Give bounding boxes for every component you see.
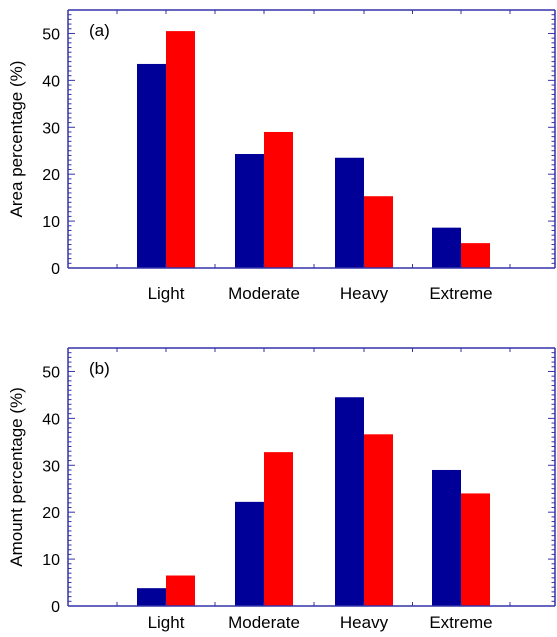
bar-moderate-series-1 bbox=[235, 154, 264, 268]
y-axis-title: Amount percentage (%) bbox=[7, 387, 26, 567]
bar-extreme-series-2 bbox=[461, 243, 490, 268]
bar-heavy-series-1 bbox=[335, 397, 364, 606]
y-tick-label: 10 bbox=[42, 214, 60, 231]
bar-light-series-1 bbox=[137, 588, 166, 606]
x-category-label: Heavy bbox=[340, 284, 389, 303]
chart-panel-a: 0 10 20 30 40 50 Light Moderate Heavy Extreme Area… bbox=[7, 9, 556, 303]
y-tick-label: 20 bbox=[42, 505, 60, 522]
chart-panel-b: 0 10 20 30 40 50 Light Moderate Heavy Extreme Amou… bbox=[7, 347, 556, 632]
x-category-label: Moderate bbox=[228, 613, 300, 632]
y-tick-label: 0 bbox=[51, 599, 60, 616]
y-tick-label: 40 bbox=[42, 73, 60, 90]
x-category-label: Extreme bbox=[429, 613, 492, 632]
bar-light-series-2 bbox=[166, 575, 195, 606]
bar-light-series-2 bbox=[166, 31, 195, 269]
bar-moderate-series-1 bbox=[235, 501, 264, 606]
bar-heavy-series-2 bbox=[364, 434, 393, 606]
y-tick-label: 30 bbox=[42, 120, 60, 137]
panel-label: (a) bbox=[89, 21, 110, 40]
bar-light-series-1 bbox=[137, 63, 166, 269]
bar-heavy-series-2 bbox=[364, 196, 393, 268]
bar-moderate-series-2 bbox=[264, 452, 293, 606]
bar-extreme-series-1 bbox=[432, 469, 461, 606]
bar-heavy-series-1 bbox=[335, 157, 364, 268]
y-tick-label: 10 bbox=[42, 552, 60, 569]
x-category-label: Extreme bbox=[429, 284, 492, 303]
bar-extreme-series-1 bbox=[432, 227, 461, 268]
y-tick-label: 30 bbox=[42, 458, 60, 475]
y-tick-label: 50 bbox=[42, 364, 60, 381]
x-category-label: Light bbox=[148, 613, 185, 632]
x-category-label: Moderate bbox=[228, 284, 300, 303]
bar-moderate-series-2 bbox=[264, 131, 293, 268]
y-tick-label: 50 bbox=[42, 26, 60, 43]
x-category-label: Light bbox=[148, 284, 185, 303]
y-tick-label: 20 bbox=[42, 167, 60, 184]
y-tick-label: 40 bbox=[42, 411, 60, 428]
bar-extreme-series-2 bbox=[461, 493, 490, 606]
y-tick-label: 0 bbox=[51, 261, 60, 278]
panel-label: (b) bbox=[89, 359, 110, 378]
y-axis-title: Area percentage (%) bbox=[7, 61, 26, 218]
x-category-label: Heavy bbox=[340, 613, 389, 632]
